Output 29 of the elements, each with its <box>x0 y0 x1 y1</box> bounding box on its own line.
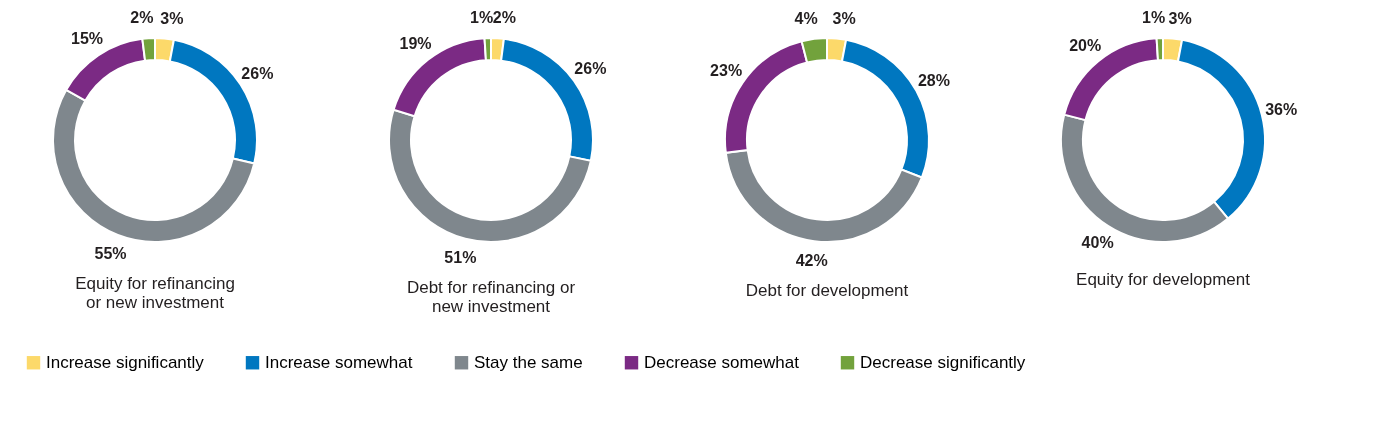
data-label: 42% <box>795 252 828 270</box>
legend-label: Decrease somewhat <box>644 352 800 372</box>
data-label: 2% <box>130 9 154 27</box>
text: Debt for refinancing or new investment <box>406 278 576 317</box>
data-label: 1% <box>1142 9 1166 27</box>
legend-label: Stay the same <box>474 352 583 372</box>
legend-label: Decrease significantly <box>860 352 1026 372</box>
data-label: 4% <box>794 9 818 27</box>
data-label: 3% <box>1168 9 1192 27</box>
legend-label: Increase somewhat <box>265 352 413 372</box>
text: Debt for development <box>745 281 909 301</box>
data-label: 3% <box>832 9 856 27</box>
text: Equity for refinancing or new investment <box>75 273 235 312</box>
data-label: 2% <box>492 9 516 27</box>
legend-label: Increase significantly <box>46 352 205 372</box>
data-label: 20% <box>1069 37 1102 54</box>
data-label: 55% <box>94 244 127 262</box>
data-label: 1% <box>470 9 494 27</box>
text: Equity for development <box>1076 270 1251 289</box>
data-label: 40% <box>1081 234 1114 252</box>
data-label: 26% <box>574 60 607 78</box>
data-label: 26% <box>241 64 274 82</box>
data-label: 23% <box>710 62 743 80</box>
data-label: 51% <box>444 249 477 267</box>
data-label: 19% <box>399 35 432 53</box>
data-label: 36% <box>1265 100 1298 118</box>
data-label: 3% <box>160 9 184 27</box>
data-label: 15% <box>71 29 104 47</box>
data-label: 28% <box>917 72 950 90</box>
